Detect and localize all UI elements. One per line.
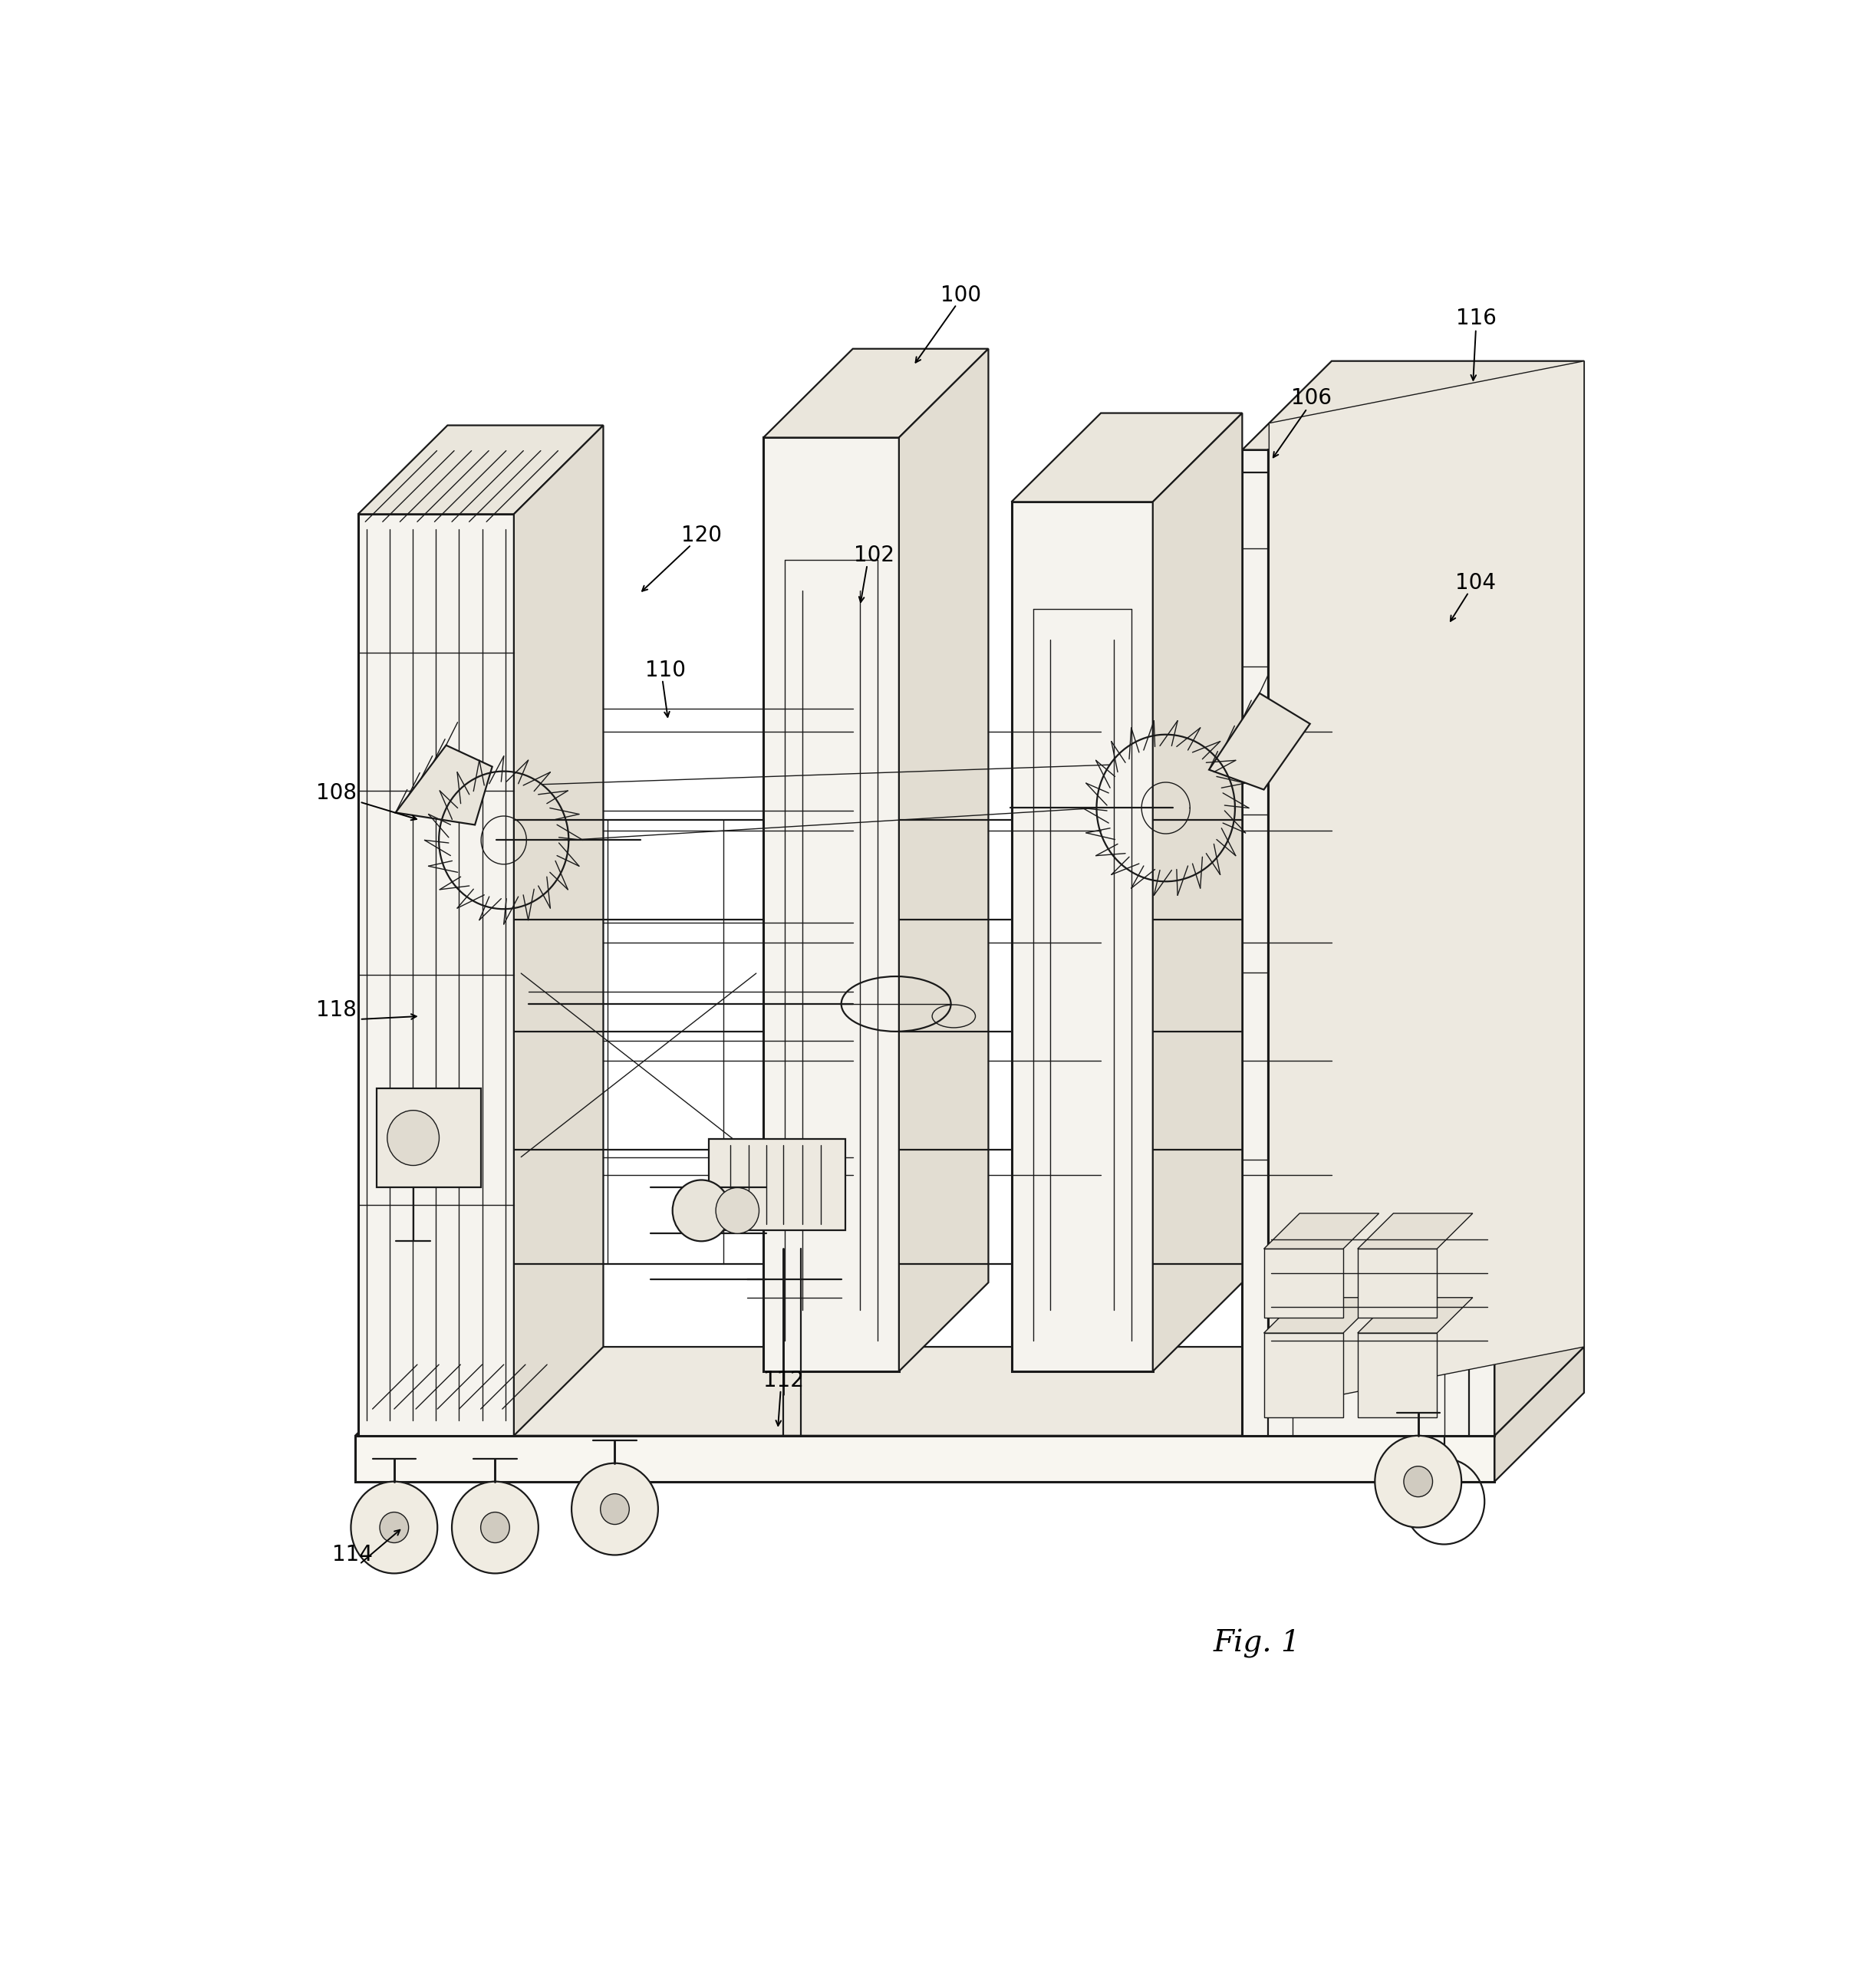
Polygon shape: [1210, 694, 1310, 789]
Circle shape: [672, 1181, 730, 1241]
Polygon shape: [1264, 1213, 1379, 1248]
Circle shape: [452, 1481, 538, 1573]
Circle shape: [352, 1481, 437, 1573]
Text: 112: 112: [763, 1370, 804, 1392]
Polygon shape: [1264, 1334, 1344, 1417]
Text: Fig. 1: Fig. 1: [1213, 1630, 1301, 1658]
Circle shape: [571, 1463, 659, 1555]
Circle shape: [380, 1513, 409, 1543]
Polygon shape: [355, 1346, 1584, 1435]
Polygon shape: [357, 515, 514, 1435]
Text: 104: 104: [1455, 573, 1496, 594]
Circle shape: [480, 1513, 510, 1543]
Polygon shape: [1243, 449, 1494, 1435]
Text: 110: 110: [646, 660, 685, 682]
Polygon shape: [1359, 1298, 1472, 1334]
Polygon shape: [1012, 501, 1152, 1372]
Polygon shape: [1243, 362, 1584, 449]
Polygon shape: [1494, 362, 1584, 1435]
Circle shape: [1433, 1489, 1455, 1513]
Text: 114: 114: [331, 1545, 372, 1567]
Polygon shape: [357, 425, 603, 515]
Circle shape: [387, 1111, 439, 1165]
Polygon shape: [1359, 1213, 1472, 1248]
Polygon shape: [1359, 1334, 1437, 1417]
Polygon shape: [1152, 414, 1243, 1372]
Polygon shape: [1269, 362, 1584, 1409]
Circle shape: [716, 1187, 759, 1233]
Text: 108: 108: [316, 781, 357, 803]
Text: 120: 120: [681, 525, 722, 547]
Polygon shape: [1494, 1346, 1584, 1481]
Polygon shape: [514, 425, 603, 1435]
Circle shape: [1403, 1467, 1433, 1497]
Polygon shape: [376, 1087, 480, 1187]
Polygon shape: [1012, 414, 1243, 501]
Polygon shape: [763, 348, 988, 437]
Polygon shape: [709, 1139, 845, 1231]
Circle shape: [1375, 1435, 1461, 1527]
Polygon shape: [396, 746, 491, 825]
Polygon shape: [763, 437, 899, 1372]
Circle shape: [601, 1493, 629, 1525]
Text: 118: 118: [316, 1000, 357, 1020]
Text: 106: 106: [1292, 388, 1332, 408]
Text: 100: 100: [940, 284, 981, 306]
Polygon shape: [355, 1435, 1494, 1481]
Polygon shape: [1264, 1298, 1379, 1334]
Polygon shape: [1359, 1248, 1437, 1318]
Text: 116: 116: [1455, 308, 1496, 328]
Polygon shape: [899, 348, 988, 1372]
Text: 102: 102: [854, 545, 895, 567]
Polygon shape: [1264, 1248, 1344, 1318]
